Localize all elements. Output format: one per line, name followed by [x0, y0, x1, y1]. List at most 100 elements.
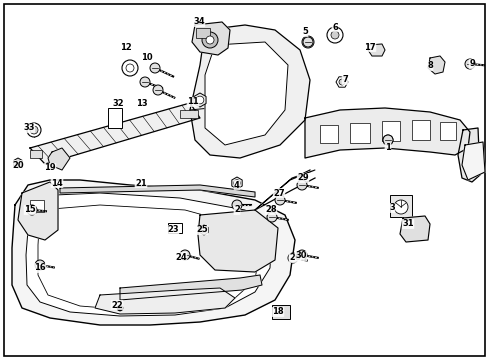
Circle shape	[180, 250, 190, 260]
Polygon shape	[335, 77, 347, 87]
Text: 25: 25	[196, 225, 207, 234]
Polygon shape	[120, 275, 262, 300]
Polygon shape	[18, 182, 58, 240]
Text: 15: 15	[24, 206, 36, 215]
Bar	[439, 122, 455, 140]
Polygon shape	[367, 44, 384, 56]
Circle shape	[15, 160, 20, 166]
Circle shape	[126, 64, 134, 72]
Bar	[389, 195, 411, 217]
Text: 28: 28	[264, 206, 276, 215]
Text: 31: 31	[401, 220, 413, 229]
Polygon shape	[198, 210, 278, 272]
Circle shape	[117, 305, 123, 311]
Text: 17: 17	[364, 42, 375, 51]
Bar	[349, 123, 369, 143]
Text: 22: 22	[111, 301, 122, 310]
Circle shape	[153, 85, 163, 95]
Text: 14: 14	[51, 179, 63, 188]
Polygon shape	[204, 42, 287, 145]
Circle shape	[35, 260, 45, 270]
Polygon shape	[190, 25, 309, 158]
Polygon shape	[26, 193, 271, 316]
Bar	[168, 223, 182, 233]
Circle shape	[464, 59, 474, 69]
Polygon shape	[14, 158, 22, 168]
Text: 30: 30	[295, 252, 306, 261]
Bar	[30, 150, 42, 158]
Circle shape	[274, 195, 285, 205]
Text: 1: 1	[384, 144, 390, 153]
Polygon shape	[231, 177, 242, 189]
Circle shape	[140, 77, 150, 87]
Polygon shape	[254, 170, 314, 210]
Text: 3: 3	[388, 203, 394, 212]
Text: 26: 26	[288, 253, 300, 262]
Text: 8: 8	[426, 62, 432, 71]
Circle shape	[205, 36, 214, 44]
Bar	[108, 108, 122, 128]
Text: 24: 24	[175, 252, 186, 261]
Text: 23: 23	[167, 225, 179, 234]
Bar	[381, 121, 399, 141]
Circle shape	[202, 32, 218, 48]
Circle shape	[266, 212, 276, 222]
Bar	[411, 120, 429, 140]
Circle shape	[231, 200, 242, 210]
Polygon shape	[427, 56, 444, 74]
Circle shape	[27, 123, 41, 137]
Circle shape	[302, 36, 313, 48]
Circle shape	[201, 227, 206, 233]
Polygon shape	[457, 128, 479, 182]
Text: 2: 2	[234, 206, 240, 215]
Circle shape	[296, 180, 306, 190]
Circle shape	[30, 126, 38, 134]
Circle shape	[382, 135, 392, 145]
Polygon shape	[461, 142, 484, 180]
Circle shape	[393, 200, 407, 214]
Bar	[196, 28, 209, 38]
Bar	[271, 305, 289, 319]
Text: 18: 18	[272, 307, 283, 316]
Circle shape	[382, 135, 392, 145]
Circle shape	[296, 250, 306, 260]
Text: 19: 19	[44, 163, 56, 172]
Circle shape	[233, 180, 240, 186]
Circle shape	[303, 37, 312, 47]
Polygon shape	[399, 216, 429, 242]
Bar	[30, 200, 44, 212]
Text: 6: 6	[331, 22, 337, 31]
Text: 21: 21	[135, 179, 146, 188]
Circle shape	[338, 79, 345, 85]
Polygon shape	[194, 93, 205, 107]
Text: 5: 5	[302, 27, 307, 36]
Text: 32: 32	[112, 99, 123, 108]
Bar	[319, 125, 337, 143]
Polygon shape	[305, 108, 469, 158]
Text: 7: 7	[342, 76, 347, 85]
Circle shape	[122, 60, 138, 76]
Text: 4: 4	[234, 180, 240, 189]
Circle shape	[27, 205, 37, 215]
Bar	[180, 110, 198, 118]
Text: 29: 29	[297, 174, 308, 183]
Text: 27: 27	[273, 189, 284, 198]
Circle shape	[330, 31, 338, 39]
Polygon shape	[199, 225, 208, 235]
Text: 34: 34	[193, 18, 204, 27]
Circle shape	[196, 96, 203, 104]
Polygon shape	[30, 103, 200, 164]
Polygon shape	[192, 22, 229, 55]
Polygon shape	[95, 288, 235, 314]
Circle shape	[326, 27, 342, 43]
Text: 20: 20	[12, 161, 24, 170]
Circle shape	[150, 63, 160, 73]
Text: 12: 12	[120, 44, 132, 53]
Text: 33: 33	[23, 123, 35, 132]
Text: 9: 9	[468, 59, 474, 68]
Text: 13: 13	[136, 99, 147, 108]
Polygon shape	[12, 180, 294, 325]
Text: 16: 16	[34, 264, 46, 273]
Text: 11: 11	[187, 98, 199, 107]
Polygon shape	[60, 185, 254, 197]
